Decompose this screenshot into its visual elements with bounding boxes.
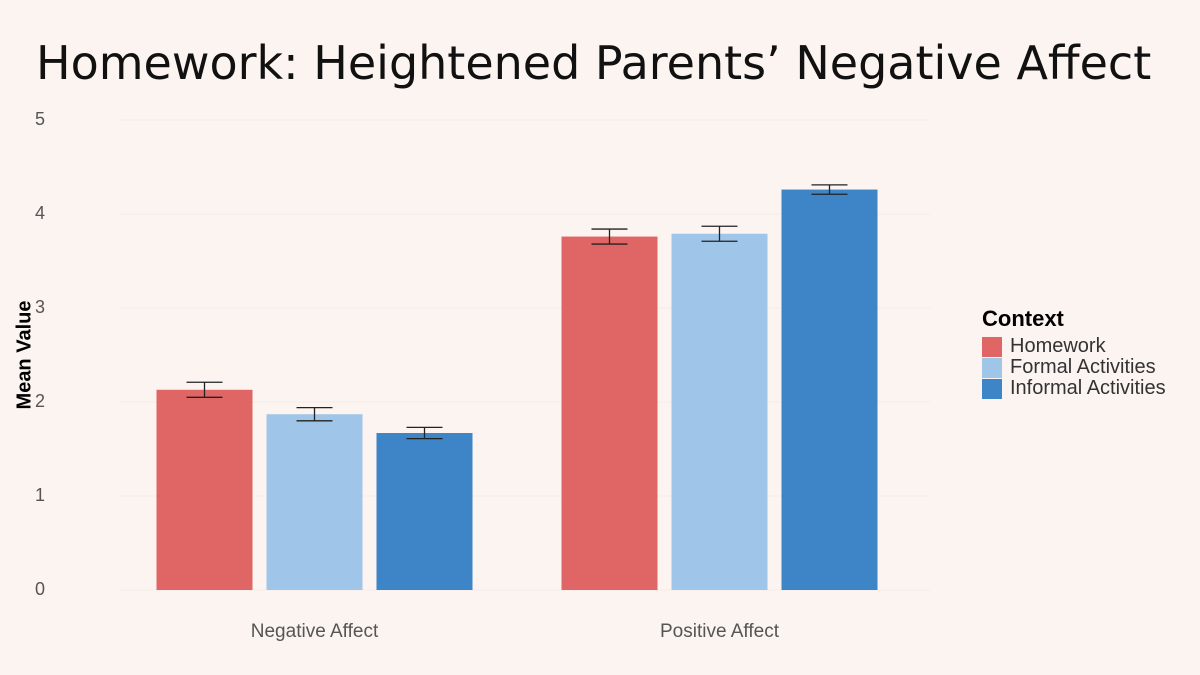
y-tick-label: 4: [35, 203, 45, 223]
legend-item: Informal Activities: [982, 377, 1166, 399]
legend-label: Informal Activities: [1010, 377, 1166, 399]
legend: Context Homework Formal Activities Informa…: [982, 306, 1166, 399]
error-bar: [296, 406, 333, 422]
bars: [156, 189, 878, 591]
legend-swatch: [982, 357, 1002, 378]
bar: [781, 189, 878, 590]
legend-label: Homework: [1010, 335, 1106, 357]
legend-swatch: [982, 336, 1002, 357]
x-tick-label: Negative Affect: [251, 621, 379, 642]
x-tick-label: Positive Affect: [660, 621, 780, 642]
grid-lines: [120, 119, 930, 591]
y-tick-label: 2: [35, 391, 45, 411]
y-axis-ticks: 0 1 2 3 4 5: [35, 109, 45, 599]
legend-item: Formal Activities: [982, 356, 1166, 378]
error-bar: [186, 381, 223, 398]
bar: [266, 414, 363, 590]
error-bar: [811, 184, 848, 195]
bar: [376, 433, 473, 590]
legend-label: Formal Activities: [1010, 356, 1156, 378]
y-tick-label: 5: [35, 109, 45, 129]
legend-title: Context: [982, 306, 1064, 331]
y-axis-label: Mean Value: [13, 301, 35, 410]
x-axis-ticks: Negative Affect Positive Affect: [251, 621, 780, 642]
slide-title: Homework: Heightened Parents’ Negative A…: [36, 36, 1152, 90]
error-bar: [406, 426, 443, 440]
bar: [561, 236, 658, 590]
legend-item: Homework: [982, 335, 1166, 357]
y-tick-label: 0: [35, 579, 45, 599]
error-bar: [701, 225, 738, 242]
error-bars: [186, 184, 848, 440]
bar: [156, 389, 253, 590]
bar: [671, 233, 768, 591]
y-tick-label: 1: [35, 485, 45, 505]
legend-swatch: [982, 378, 1002, 399]
y-tick-label: 3: [35, 297, 45, 317]
legend-items: Homework Formal Activities Informal Activi…: [982, 335, 1166, 399]
error-bar: [591, 228, 628, 245]
